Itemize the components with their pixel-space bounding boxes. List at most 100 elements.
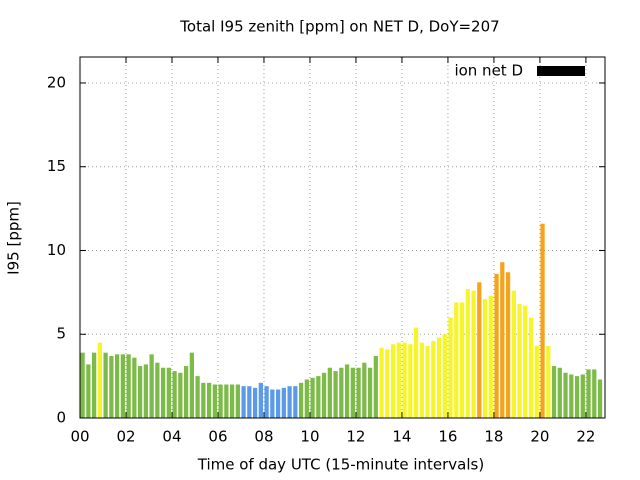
- bar: [114, 354, 120, 418]
- bar: [155, 362, 160, 418]
- bar: [528, 317, 534, 418]
- bar: [454, 302, 459, 418]
- bar: [310, 377, 315, 418]
- bar: [390, 344, 396, 418]
- bar: [281, 387, 286, 418]
- bar: [442, 334, 447, 418]
- bar: [534, 345, 539, 418]
- bar: [563, 372, 568, 418]
- bar: [235, 384, 240, 418]
- bar: [505, 272, 511, 418]
- x-tick-label: 22: [576, 428, 595, 446]
- x-tick-label: 20: [530, 428, 549, 446]
- bar: [149, 354, 154, 418]
- x-tick-label: 04: [162, 428, 181, 446]
- bar: [229, 384, 235, 418]
- bar: [224, 384, 229, 418]
- bar: [80, 352, 85, 418]
- bar: [201, 382, 206, 418]
- y-tick-label: 5: [56, 325, 66, 343]
- y-tick-label: 20: [47, 73, 66, 91]
- bar: [396, 342, 401, 418]
- x-tick-label: 14: [392, 428, 411, 446]
- bar: [385, 349, 390, 418]
- bar: [436, 337, 442, 418]
- bar: [367, 367, 373, 418]
- bar: [465, 289, 470, 418]
- bar: [264, 386, 269, 418]
- bar: [494, 273, 499, 418]
- legend-key: [537, 66, 585, 76]
- bar: [298, 382, 304, 418]
- legend-label: ion net D: [454, 62, 523, 80]
- bar: [448, 317, 453, 418]
- bar: [408, 344, 413, 418]
- y-tick-label: 0: [56, 409, 66, 427]
- bar: [523, 305, 528, 418]
- x-tick-label: 08: [254, 428, 273, 446]
- x-axis-label: Time of day UTC (15-minute intervals): [197, 456, 484, 474]
- bar: [275, 389, 281, 418]
- x-tick-label: 12: [346, 428, 365, 446]
- bar: [540, 223, 545, 418]
- bar: [178, 372, 183, 418]
- bar: [206, 382, 212, 418]
- bar: [166, 367, 171, 418]
- x-tick-label: 16: [438, 428, 457, 446]
- bar: [373, 356, 378, 418]
- bar: [287, 386, 292, 418]
- bar: [402, 342, 407, 418]
- bar: [304, 379, 309, 418]
- bar: [120, 354, 125, 418]
- bar: [137, 366, 143, 418]
- bar: [258, 382, 263, 418]
- bar: [511, 290, 516, 418]
- bar: [557, 367, 562, 418]
- bar: [252, 387, 258, 418]
- bar: [379, 347, 384, 418]
- bar: [97, 342, 102, 418]
- bar: [327, 367, 332, 418]
- y-tick-label: 15: [47, 157, 66, 175]
- bar: [103, 352, 108, 418]
- bar: [247, 386, 252, 418]
- bar: [350, 367, 355, 418]
- x-tick-label: 18: [484, 428, 503, 446]
- bar: [270, 389, 275, 418]
- bar: [413, 327, 419, 418]
- chart-title: Total I95 zenith [ppm] on NET D, DoY=207: [179, 18, 499, 36]
- bar: [592, 369, 597, 418]
- bar: [109, 356, 114, 418]
- bar: [316, 376, 321, 418]
- bar: [91, 352, 97, 418]
- bar: [143, 364, 148, 418]
- bar: [551, 366, 557, 418]
- bar: [517, 304, 522, 418]
- bar: [546, 345, 551, 418]
- bar: [86, 364, 91, 418]
- bar: [132, 357, 137, 418]
- bar: [477, 282, 482, 418]
- bar: [321, 372, 327, 418]
- bar: [160, 367, 166, 418]
- bar: [459, 302, 465, 418]
- bar: [293, 386, 298, 418]
- bar: [574, 376, 580, 418]
- bar: [597, 379, 603, 418]
- bar: [189, 352, 194, 418]
- bar: [126, 354, 131, 418]
- bar: [580, 374, 585, 418]
- bar: [586, 369, 591, 418]
- x-tick-label: 02: [116, 428, 135, 446]
- bar: [488, 295, 493, 418]
- bar: [183, 366, 189, 418]
- y-tick-label: 10: [47, 241, 66, 259]
- bar: [339, 367, 344, 418]
- x-tick-label: 06: [208, 428, 227, 446]
- bar: [195, 376, 200, 418]
- bar: [218, 384, 223, 418]
- x-tick-label: 10: [300, 428, 319, 446]
- bar: [212, 384, 217, 418]
- bar: [172, 371, 177, 418]
